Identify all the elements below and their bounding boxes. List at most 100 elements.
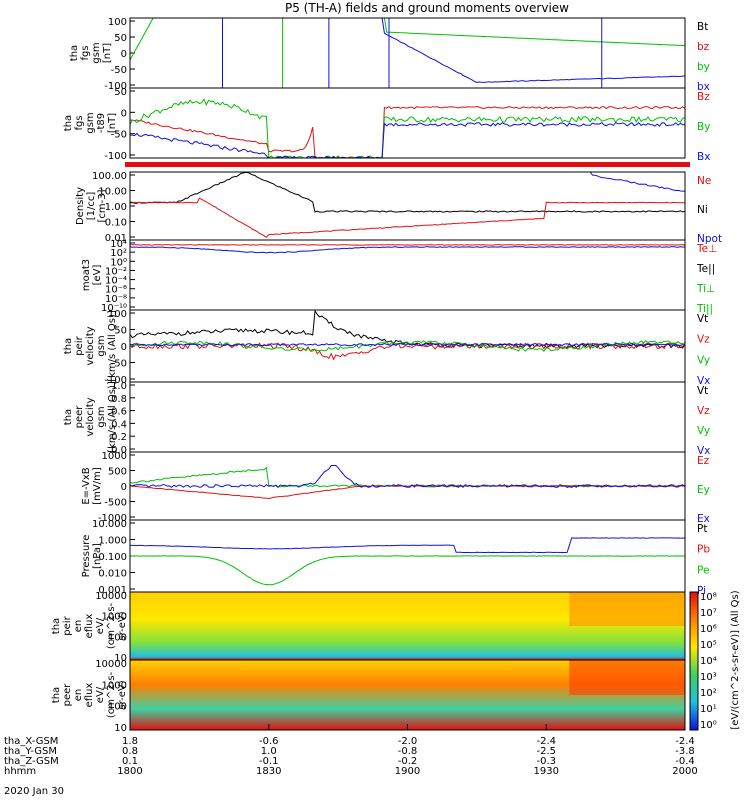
y-tick-label: 10: [114, 653, 127, 664]
y-tick-label: 10⁻²: [105, 266, 127, 277]
legend-label-Ey: Ey: [697, 484, 710, 496]
y-tick-label: -100: [104, 151, 127, 162]
legend-label-Ex: Ex: [697, 513, 710, 525]
y-tick-label: 10⁻⁸: [105, 294, 127, 305]
y-axis-label: peir: [74, 335, 85, 355]
y-tick-label: 0.010: [98, 569, 127, 580]
series-by: [130, 98, 685, 158]
legend-label-Bz: Bz: [697, 91, 710, 103]
legend-label-Te||: Te||: [696, 263, 715, 275]
y-tick-label: 10⁻¹⁰: [101, 303, 127, 314]
red-bar: [125, 162, 690, 167]
traces: [130, 464, 685, 500]
y-axis-label: fgs: [74, 115, 85, 130]
x-row-label: hhmm: [4, 766, 36, 777]
y-tick-label: 10⁻⁴: [105, 276, 127, 287]
x-date-label: 2020 Jan 30: [4, 786, 64, 797]
y-tick-label: 0.8: [111, 394, 127, 405]
y-tick-label: 0.6: [111, 407, 127, 418]
y-axis-label: Pressure: [81, 535, 92, 578]
x-row-label: tha_X-GSM: [4, 736, 58, 747]
series-by-tail: [130, 18, 685, 47]
y-tick-label: -50: [111, 359, 127, 370]
panel-peir_velocity: 100 50 0 -50 -100 tha peir velocity gsm [km/s (Al…: [63, 309, 710, 387]
y-tick-label: 0.4: [111, 419, 127, 430]
legend-label-By: By: [697, 121, 710, 133]
y-tick-label: 0.001: [98, 585, 127, 596]
panel-efield: 1000 500 0 -500 -1000 E=-VxB [mV/m] Ez Ey Ex: [81, 451, 710, 525]
series-ti: [130, 246, 685, 254]
legend-label-Bt: Bt: [697, 21, 708, 33]
colorbar-tick-label: 10⁸: [700, 592, 717, 603]
y-axis-label: (cm^2-s-: [106, 671, 117, 718]
colorbar-tick-label: 10³: [700, 672, 717, 683]
legend-label-Te⊥: Te⊥: [696, 243, 717, 255]
y-axis-label: tha: [63, 409, 74, 425]
y-axis-label: velocity: [85, 397, 96, 436]
legend-label-Vt: Vt: [697, 313, 708, 325]
x-tick-label: 0.8: [122, 746, 138, 757]
y-tick-label: 0.01: [105, 233, 127, 244]
y-tick-label: 0.2: [111, 432, 127, 443]
y-tick-label: 100: [108, 632, 127, 643]
y-axis-label: E=-VxB: [81, 467, 92, 504]
y-tick-label: 100: [108, 702, 127, 713]
y-tick-label: 50: [114, 87, 127, 98]
x-tick-label: -0.6: [259, 736, 279, 747]
colorbar-label: [eV/(cm^2-s-sr-eV)] (All Qs): [730, 590, 741, 729]
y-axis-label: velocity: [85, 326, 96, 365]
series-ne: [130, 197, 685, 238]
panel-fgs: 100 50 0 -50 -100 tha fgs gsm [nT] Bt bz by bx: [69, 17, 710, 93]
legend-label-Vx: Vx: [697, 445, 710, 457]
series-bx: [130, 121, 685, 158]
panel-frame: [129, 239, 686, 311]
traces: [130, 592, 685, 660]
panel-pressure: 10.000 1.000 0.100 0.010 0.001 Pressure [nPa] P…: [81, 519, 710, 597]
y-axis-label: Density: [75, 187, 86, 225]
traces: [130, 310, 685, 361]
y-axis-label: [nPa]: [92, 543, 103, 569]
series-vt: [130, 310, 685, 349]
y-axis-label: fgs: [80, 45, 91, 60]
spectrogram-patch: [569, 592, 685, 626]
y-axis-label: tha: [51, 618, 62, 634]
y-axis-label: [1/cc]: [86, 192, 97, 221]
series-vz: [130, 342, 685, 361]
legend-label-bx: bx: [697, 81, 710, 93]
colorbar-tick-label: 10⁰: [700, 720, 717, 731]
y-tick-label: -1000: [98, 513, 127, 524]
legend-label-Vy: Vy: [697, 354, 710, 366]
y-axis-label: [eV]: [92, 265, 103, 286]
y-tick-label: 1000: [102, 451, 127, 462]
traces: [130, 537, 685, 586]
y-axis-label: gsm: [91, 42, 102, 63]
x-tick-label: -2.4: [675, 736, 695, 747]
y-axis-label: sr-eV): [117, 680, 128, 709]
y-tick-label: 0.10: [105, 218, 127, 229]
series-bz: [130, 106, 685, 158]
x-tick-label: -0.1: [259, 756, 279, 767]
traces: [130, 172, 685, 238]
traces: [130, 244, 685, 254]
y-tick-label: 50: [114, 33, 127, 44]
y-axis-label: [km/s (All Qs)]: [107, 310, 118, 382]
x-tick-label: 1830: [256, 766, 281, 777]
y-tick-label: 10⁻⁶: [105, 285, 127, 296]
y-axis-label: tha: [63, 115, 74, 131]
y-tick-label: 100: [108, 309, 127, 320]
colorbar-tick-label: 10⁴: [700, 656, 717, 667]
y-tick-label: -500: [104, 498, 127, 509]
series-pe: [130, 555, 685, 586]
legend-label-Vt: Vt: [697, 385, 708, 397]
x-row-label: tha_Y-GSM: [4, 746, 57, 757]
panel-density: 100.00 10.00 1.00 0.10 0.01 Density [1/cc] [cm-…: [75, 171, 722, 245]
legend-label-Vy: Vy: [697, 425, 710, 437]
series-ni: [130, 172, 685, 213]
legend-label-by: by: [697, 61, 710, 73]
y-axis-label: moat3: [81, 259, 92, 291]
x-tick-label: 1800: [117, 766, 142, 777]
y-axis-label: gsm: [85, 112, 96, 133]
x-tick-label: -2.0: [398, 736, 418, 747]
